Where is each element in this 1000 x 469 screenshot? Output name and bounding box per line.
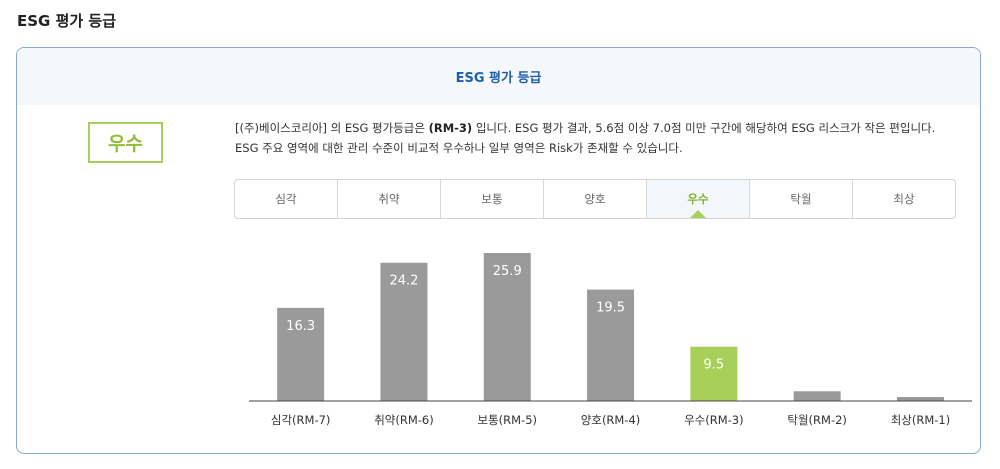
tab-grade-6[interactable]: 최상 (853, 180, 955, 218)
grade-distribution-chart: 16.3 심각(RM-7) 24.2 취약(RM-6) 25.9 보통(RM-5) 19.5… (249, 253, 972, 427)
tab-grade-4[interactable]: 우수 (647, 180, 750, 218)
tab-grade-3[interactable]: 양호 (544, 180, 647, 218)
tab-label: 취약 (378, 192, 400, 206)
tab-label: 보통 (481, 192, 503, 206)
bar-6 (896, 397, 944, 401)
bar-4 (690, 346, 738, 401)
category-label-4: 우수(RM-3) (684, 413, 744, 427)
section-title: ESG 평가 등급 (17, 12, 117, 30)
tab-label: 최상 (893, 192, 915, 206)
grade-tabs: 심각 취약 보통 양호 우수 탁월 최상 (234, 179, 956, 219)
description-prefix: [(주)베이스코리아] 의 ESG 평가등급은 (235, 121, 429, 135)
description-code: (RM-3) (428, 121, 473, 135)
bar-5 (793, 391, 841, 401)
description-suffix: 입니다. ESG 평가 결과, 5.6점 이상 7.0점 미만 구간에 해당하여… (235, 121, 936, 155)
category-label-5: 탁월(RM-2) (787, 413, 847, 427)
grade-description: [(주)베이스코리아] 의 ESG 평가등급은 (RM-3) 입니다. ESG … (235, 118, 957, 158)
grade-badge: 우수 (88, 122, 163, 163)
tab-grade-0[interactable]: 심각 (235, 180, 338, 218)
esg-grade-card: ESG 평가 등급 우수 [(주)베이스코리아] 의 ESG 평가등급은 (RM… (16, 47, 981, 454)
bar-1 (380, 262, 428, 401)
tab-label: 탁월 (790, 192, 812, 206)
bar-value-label-2: 25.9 (493, 264, 522, 279)
tab-grade-1[interactable]: 취약 (338, 180, 441, 218)
bar-3 (587, 289, 635, 401)
card-header: ESG 평가 등급 (17, 48, 980, 105)
active-tab-marker (690, 210, 706, 218)
bar-2 (483, 253, 531, 401)
tab-label: 우수 (687, 192, 709, 206)
category-label-2: 보통(RM-5) (477, 413, 537, 427)
tab-label: 심각 (275, 192, 297, 206)
bar-0 (277, 307, 325, 401)
category-label-0: 심각(RM-7) (271, 413, 331, 427)
tab-label: 양호 (584, 192, 606, 206)
bar-value-label-3: 19.5 (596, 301, 625, 316)
card-title: ESG 평가 등급 (455, 71, 542, 86)
bar-value-label-0: 16.3 (286, 319, 315, 334)
bar-value-label-4: 9.5 (704, 358, 725, 373)
category-label-6: 최상(RM-1) (891, 413, 951, 427)
category-label-3: 양호(RM-4) (581, 413, 641, 427)
tab-grade-5[interactable]: 탁월 (750, 180, 853, 218)
category-label-1: 취약(RM-6) (374, 413, 434, 427)
bar-value-label-1: 24.2 (389, 274, 418, 289)
tab-grade-2[interactable]: 보통 (441, 180, 544, 218)
